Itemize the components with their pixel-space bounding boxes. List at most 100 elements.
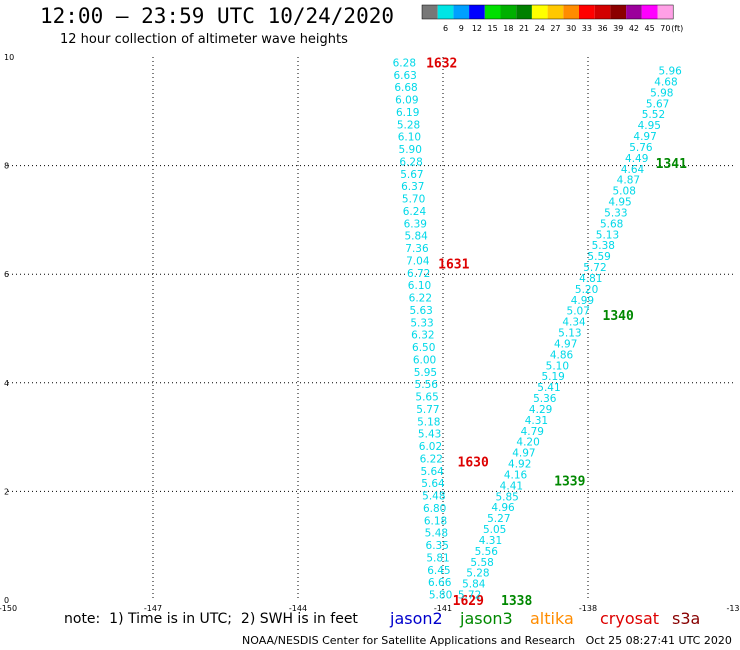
legend-swatch [531,5,548,19]
swh-value-label: 5.56 [415,379,439,391]
credit-text: NOAA/NESDIS Center for Satellite Applica… [242,634,576,647]
swh-value-label: 4.86 [550,349,574,361]
swh-value-label: 6.66 [428,577,452,589]
legend-swatch [579,5,595,19]
legend-swatch [484,5,501,19]
legend-swatch [547,5,564,19]
swh-value-label: 5.58 [470,557,493,569]
swh-value-label: 5.07 [567,306,590,318]
footer-credit: NOAA/NESDIS Center for Satellite Applica… [242,634,732,647]
chart-title: 12:00 — 23:59 UTC 10/24/2020 [40,4,395,28]
swh-value-label: 5.20 [575,284,598,296]
swh-value-label: 4.29 [529,404,552,416]
swh-value-label: 6.02 [419,441,442,453]
legend-unit: (ft) [671,24,683,33]
swh-value-label: 5.98 [650,87,673,99]
swh-value-label: 5.67 [400,169,423,181]
swh-value-label: 6.24 [403,206,427,218]
swh-value-label: 5.72 [583,262,606,274]
swh-value-label: 5.77 [416,404,439,416]
swh-value-label: 5.48 [422,491,445,503]
swh-value-label: 4.97 [554,338,577,350]
swh-value-label: 5.48 [425,528,448,540]
x-tick-label: -144 [289,604,307,613]
legend-swatch [469,5,485,19]
swh-value-label: 6.22 [409,293,432,305]
swh-value-label: 6.80 [423,503,446,515]
legend-label: 33 [582,24,592,33]
pass-time-label: 1629 [453,594,484,609]
swh-value-label: 5.67 [646,98,669,110]
swh-value-label: 4.64 [621,164,645,176]
swh-value-label: 5.70 [402,194,425,206]
swh-value-label: 4.49 [625,153,648,165]
y-tick-label: 6 [4,270,9,279]
swh-value-label: 5.95 [414,367,437,379]
legend-swatch [657,5,674,19]
pass-time-label: 1341 [656,157,687,172]
swh-value-label: 6.10 [408,280,431,292]
footer-timestamp: Oct 25 08:27:41 UTC 2020 [585,634,732,647]
mission-jason3: jason3 [460,609,513,628]
legend-frame [421,4,674,20]
pass-time-label: 1631 [438,257,469,272]
x-tick-label: -138 [579,604,597,613]
y-tick-label: 0 [4,596,9,605]
legend-label: 70 [660,24,670,33]
swh-value-label: 6.00 [413,354,436,366]
swh-value-label: 5.68 [600,218,623,230]
footer-note: note: 1) Time is in UTC; 2) SWH is in fe… [64,611,358,627]
swh-value-label: 5.65 [415,392,438,404]
legend-label: 6 [443,24,448,33]
swh-value-label: 6.68 [394,82,417,94]
legend-label: 42 [629,24,639,33]
swh-value-label: 5.08 [613,186,636,198]
mission-jason2: jason2 [390,609,443,628]
swh-value-label: 5.28 [466,568,489,580]
swh-value-label: 5.84 [462,579,486,591]
swh-value-label: 5.56 [475,546,499,558]
swh-value-label: 4.97 [512,448,535,460]
mission-cryosat: cryosat [600,609,660,628]
swh-value-label: 5.90 [399,144,422,156]
legend-label: 12 [472,24,482,33]
legend-swatch [516,5,532,19]
swh-value-label: 7.04 [406,255,430,267]
pass-time-label: 1632 [426,56,457,71]
y-tick-label: 8 [4,162,9,171]
legend-swatch [500,5,517,19]
legend-swatch [453,5,470,19]
swh-value-label: 5.76 [629,142,653,154]
swh-value-label: 4.79 [521,426,544,438]
swh-value-label: 5.18 [417,416,440,428]
swh-value-label: 4.41 [500,480,523,492]
swh-value-label: 5.10 [546,360,569,372]
legend-label: 15 [488,24,498,33]
swh-value-label: 4.97 [633,131,656,143]
swh-value-label: 5.64 [420,466,444,478]
swh-value-label: 7.36 [405,243,429,255]
swh-value-label: 6.28 [393,57,416,69]
pass-time-label: 1338 [501,594,532,609]
legend-swatch [594,5,611,19]
legend-label: 30 [566,24,576,33]
y-tick-label: 10 [4,53,14,62]
swh-value-label: 5.80 [429,590,452,602]
swh-value-label: 5.41 [537,382,560,394]
swh-value-label: 5.36 [533,393,557,405]
mission-s3a: s3a [672,609,701,628]
mission-altika: altika [530,609,574,628]
swh-value-label: 5.63 [409,305,432,317]
swh-value-label: 5.13 [558,328,581,340]
x-tick-label: -13 [726,604,739,613]
swh-value-label: 4.68 [654,76,677,88]
swh-value-label: 6.28 [399,156,422,168]
pass-time-label: 1340 [603,309,634,324]
legend-label: 39 [613,24,623,33]
legend-swatch [563,5,579,19]
swh-value-label: 6.10 [398,132,421,144]
swh-value-label: 6.22 [420,453,443,465]
legend-swatch [641,5,658,19]
swh-value-label: 5.64 [421,478,445,490]
